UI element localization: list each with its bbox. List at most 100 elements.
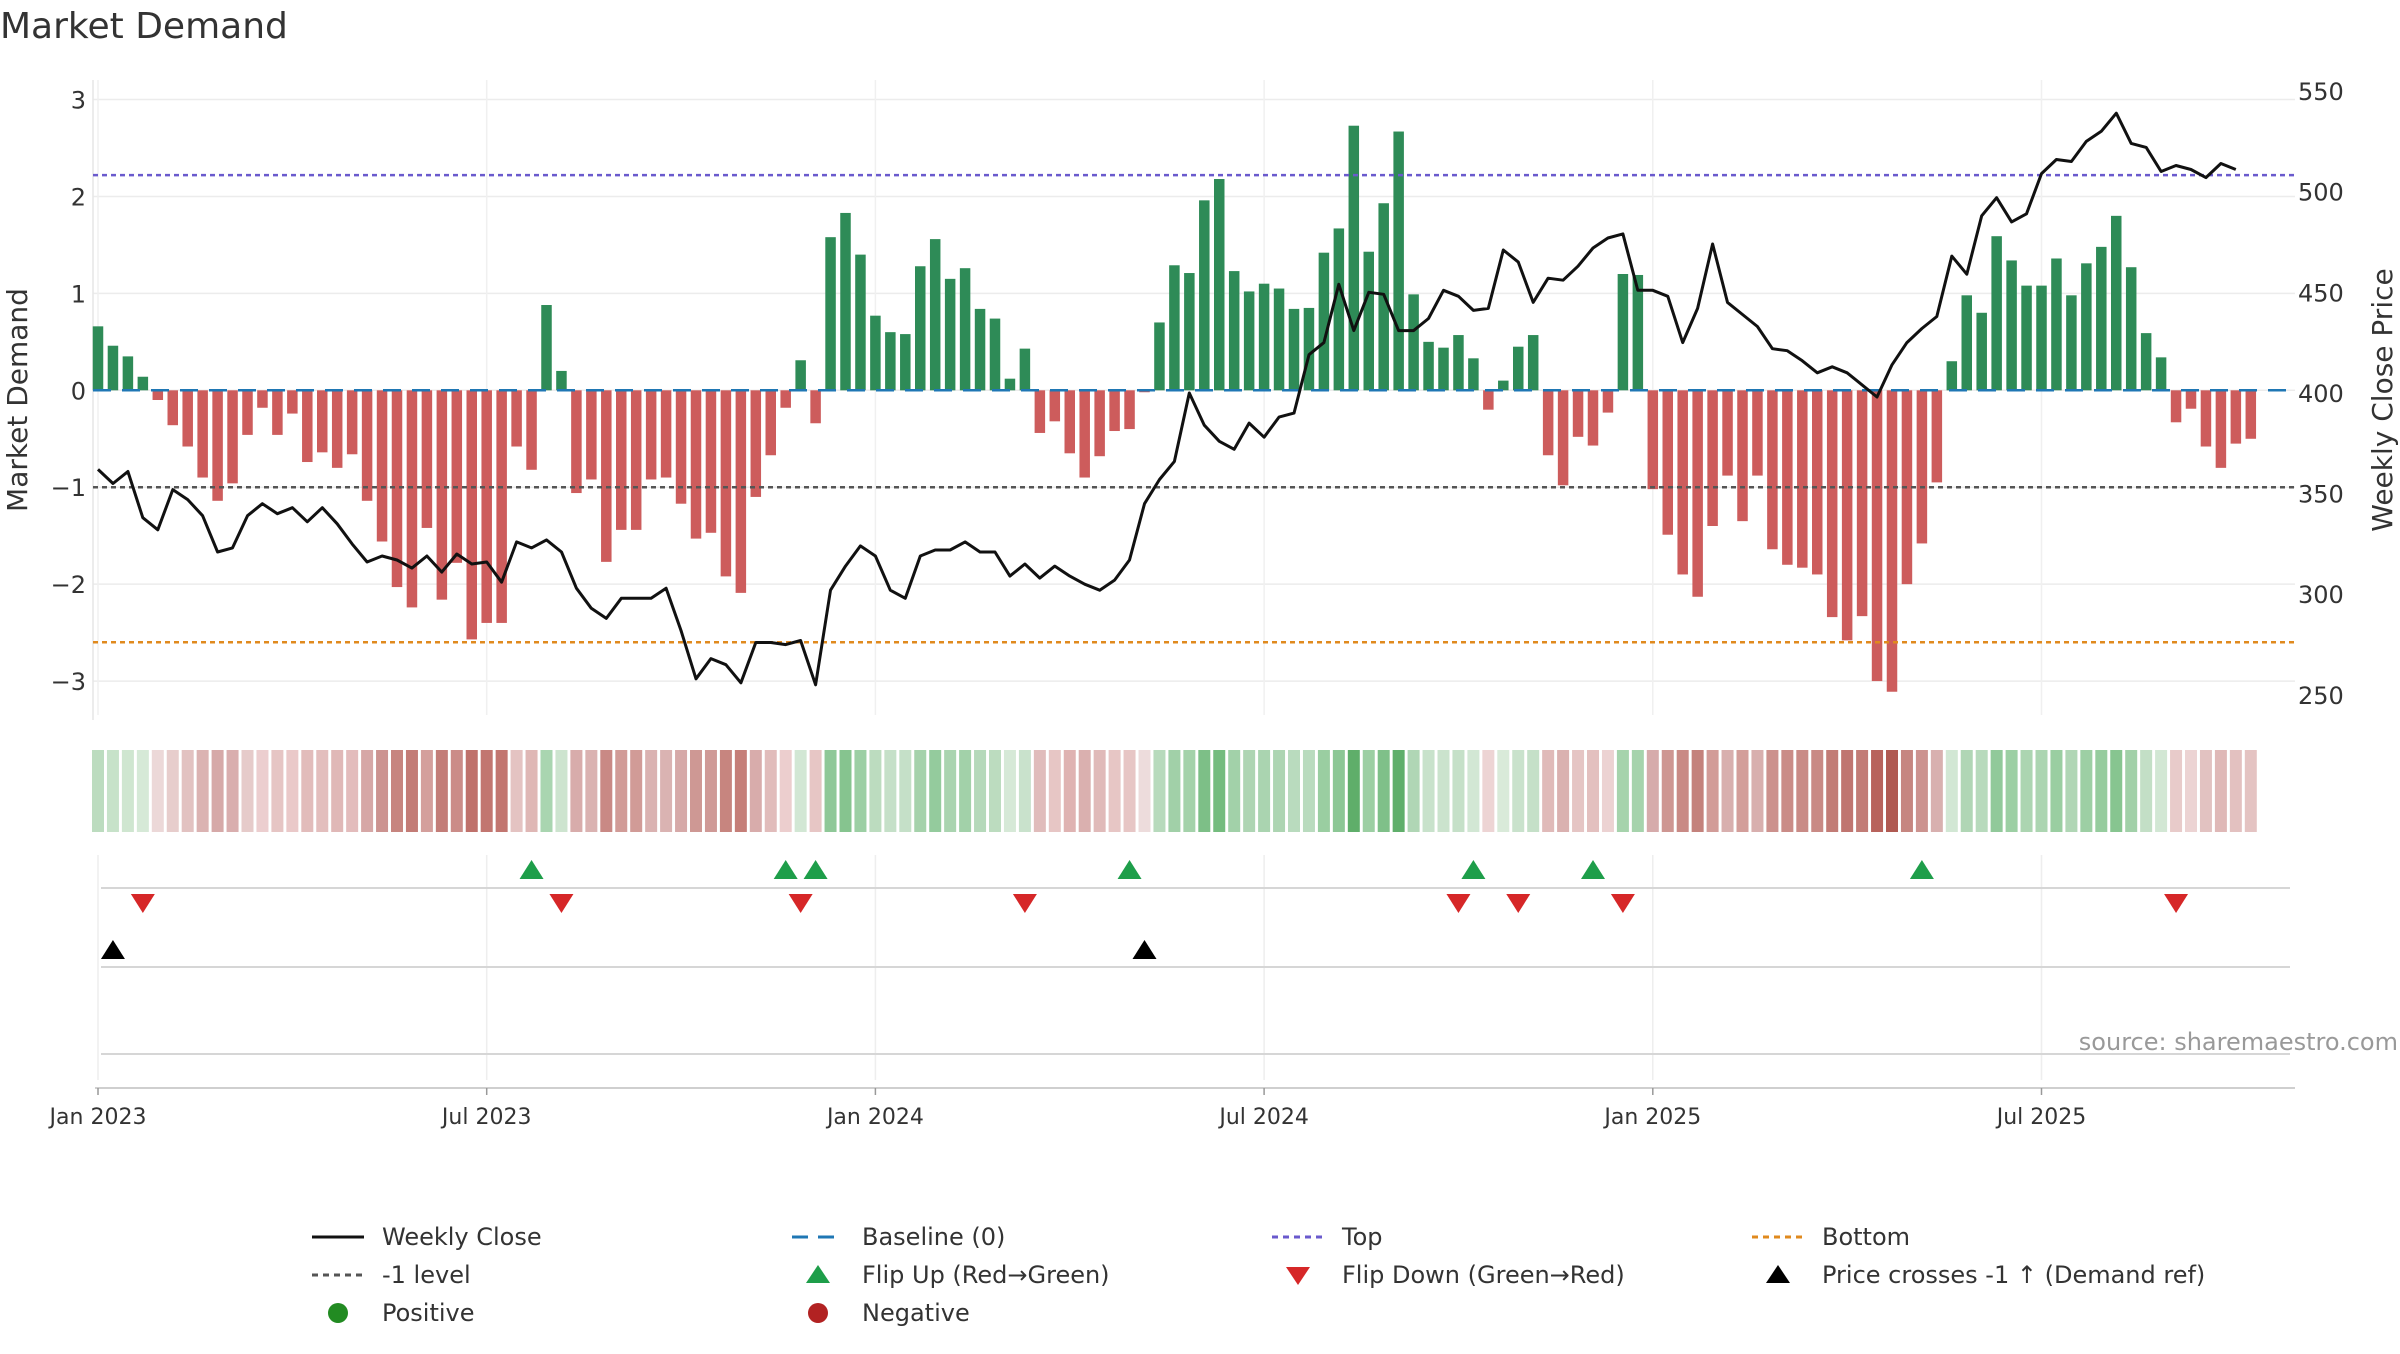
demand-bar (1527, 335, 1539, 391)
demand-bar (1273, 288, 1285, 391)
ribbon-cell (719, 750, 732, 832)
x-tick-label: Jan 2024 (825, 1105, 924, 1130)
ribbon-cell (1258, 750, 1271, 832)
demand-bar (900, 334, 911, 391)
demand-bar (1124, 390, 1135, 430)
demand-bar (1722, 390, 1733, 476)
ribbon-cell (1347, 750, 1360, 832)
demand-bar (1961, 295, 1972, 391)
ribbon-cell (1407, 750, 1420, 832)
ribbon-cell (1616, 750, 1629, 832)
ribbon-cell (301, 750, 314, 832)
ribbon-cell (1063, 750, 1076, 832)
right-tick-label: 300 (2298, 581, 2344, 609)
right-tick-label: 250 (2298, 682, 2344, 710)
ribbon-cell (1497, 750, 1510, 832)
flip-down-marker (1012, 894, 1037, 913)
ribbon-cell (1168, 750, 1181, 832)
ribbon-cell (1437, 750, 1450, 832)
left-tick-label: 2 (71, 183, 86, 211)
ribbon-cell (1332, 750, 1345, 832)
ribbon-cell (1542, 750, 1555, 832)
ribbon-cell (2095, 750, 2108, 832)
x-tick-label: Jan 2023 (48, 1105, 147, 1130)
left-tick-label: −1 (51, 474, 86, 502)
demand-bar (2245, 390, 2257, 439)
demand-bar (421, 390, 433, 528)
ribbon-cell (899, 750, 912, 832)
flip-down-marker (788, 894, 813, 913)
demand-bar (1916, 390, 1928, 544)
demand-bar (1468, 358, 1479, 391)
demand-bar (989, 318, 1001, 391)
ribbon-cell (914, 750, 927, 832)
demand-bar (1677, 390, 1688, 575)
ribbon-cell (1377, 750, 1390, 832)
ribbon-cell (1572, 750, 1585, 832)
demand-bar (1602, 390, 1614, 413)
demand-bar (1812, 390, 1823, 575)
price-cross-marker (1132, 940, 1157, 959)
ribbon-cell (181, 750, 194, 832)
ribbon-cell (1587, 750, 1599, 832)
ribbon-cell (1990, 750, 2003, 832)
demand-bar (1318, 252, 1330, 391)
demand-bar (227, 390, 238, 484)
demand-bar (212, 390, 223, 501)
demand-bar (1737, 390, 1748, 522)
ribbon-cell (734, 750, 747, 832)
ribbon-cell (1228, 750, 1241, 832)
demand-bar (1184, 273, 1195, 391)
demand-bar (1841, 390, 1853, 641)
ribbon-cell (989, 750, 1001, 832)
demand-bar (1199, 200, 1210, 391)
demand-bar (1886, 390, 1898, 692)
ribbon-cell (331, 750, 344, 832)
ribbon-cell (1392, 750, 1405, 832)
ribbon-cell (2065, 750, 2078, 832)
ribbon-cell (1841, 750, 1854, 832)
demand-bar (481, 390, 492, 623)
demand-bar (1797, 390, 1808, 568)
ribbon-cell (2214, 750, 2227, 832)
bars-layer (92, 125, 2257, 692)
flip-down-marker (549, 894, 574, 913)
demand-bar (1542, 390, 1554, 456)
demand-bar (1004, 378, 1016, 391)
demand-bar (1079, 390, 1090, 478)
ribbon-cell (495, 750, 508, 832)
ribbon-cell (600, 750, 613, 832)
flip-down-marker (1446, 894, 1471, 913)
demand-bar (122, 356, 134, 391)
demand-bar (376, 390, 388, 542)
ribbon-cell (2170, 750, 2183, 832)
ribbon-cell (764, 750, 777, 832)
ribbon-cell (615, 750, 628, 832)
ribbon-cell (690, 750, 702, 832)
ribbon-cell (286, 750, 299, 832)
demand-bar (2155, 357, 2167, 391)
demand-bar (2125, 267, 2137, 391)
demand-bar (1871, 390, 1883, 682)
demand-bar (885, 332, 896, 391)
ribbon-cell (2020, 750, 2033, 832)
ribbon-cell (211, 750, 224, 832)
ribbon-cell (645, 750, 658, 832)
demand-bar (2081, 263, 2092, 391)
demand-bar (107, 345, 119, 391)
demand-bar (915, 266, 926, 391)
demand-bar (317, 390, 328, 453)
ribbon-cell (1422, 750, 1435, 832)
demand-bar (1752, 390, 1763, 476)
price-cross-marker (100, 940, 125, 959)
ribbon-cell (166, 750, 179, 832)
demand-bar (855, 254, 866, 391)
y-axis-label-left: Market Demand (1, 288, 34, 512)
ribbon-cell (2050, 750, 2063, 832)
ribbon-cell (854, 750, 867, 832)
left-tick-label: 0 (71, 377, 86, 405)
ribbon-cell (2244, 750, 2257, 832)
demand-ribbon (92, 750, 2257, 832)
demand-bar (1169, 265, 1180, 391)
x-tick-label: Jul 2023 (440, 1105, 532, 1130)
